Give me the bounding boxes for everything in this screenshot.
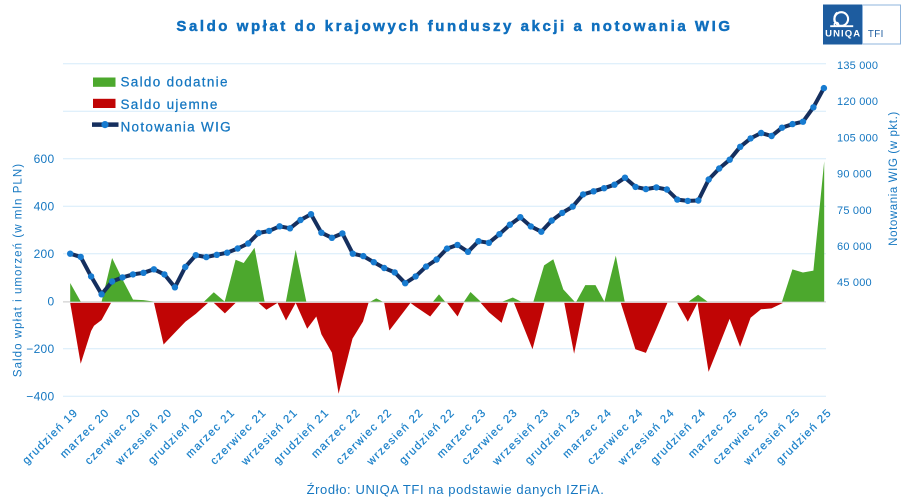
svg-text:Saldo ujemne: Saldo ujemne: [121, 97, 219, 112]
svg-text:600: 600: [34, 152, 55, 166]
svg-text:Saldo wpłat do krajowych fundu: Saldo wpłat do krajowych funduszy akcji …: [176, 18, 732, 35]
svg-text:105 000: 105 000: [837, 132, 878, 144]
svg-text:60 000: 60 000: [837, 241, 872, 253]
svg-text:Notowania WIG: Notowania WIG: [121, 120, 232, 135]
svg-text:Źrodło: UNIQA TFI na podstawie: Źrodło: UNIQA TFI na podstawie danych IZ…: [307, 482, 605, 497]
svg-text:75 000: 75 000: [837, 205, 872, 217]
svg-text:135 000: 135 000: [837, 60, 878, 72]
svg-text:Saldo dodatnie: Saldo dodatnie: [121, 75, 229, 90]
svg-text:−400: −400: [26, 390, 54, 404]
svg-text:120 000: 120 000: [837, 96, 878, 108]
svg-text:TFI: TFI: [868, 29, 884, 40]
svg-text:Saldo wpłat i umorzeń (w mln P: Saldo wpłat i umorzeń (w mln PLN): [12, 163, 24, 377]
svg-text:−200: −200: [26, 342, 54, 356]
svg-text:90 000: 90 000: [837, 169, 872, 181]
svg-text:400: 400: [34, 200, 55, 214]
svg-text:UNIQA: UNIQA: [825, 29, 861, 40]
svg-text:Notowania WIG (w pkt.): Notowania WIG (w pkt.): [888, 111, 900, 246]
svg-text:45 000: 45 000: [837, 277, 872, 289]
svg-text:0: 0: [48, 295, 55, 309]
svg-text:200: 200: [34, 247, 55, 261]
